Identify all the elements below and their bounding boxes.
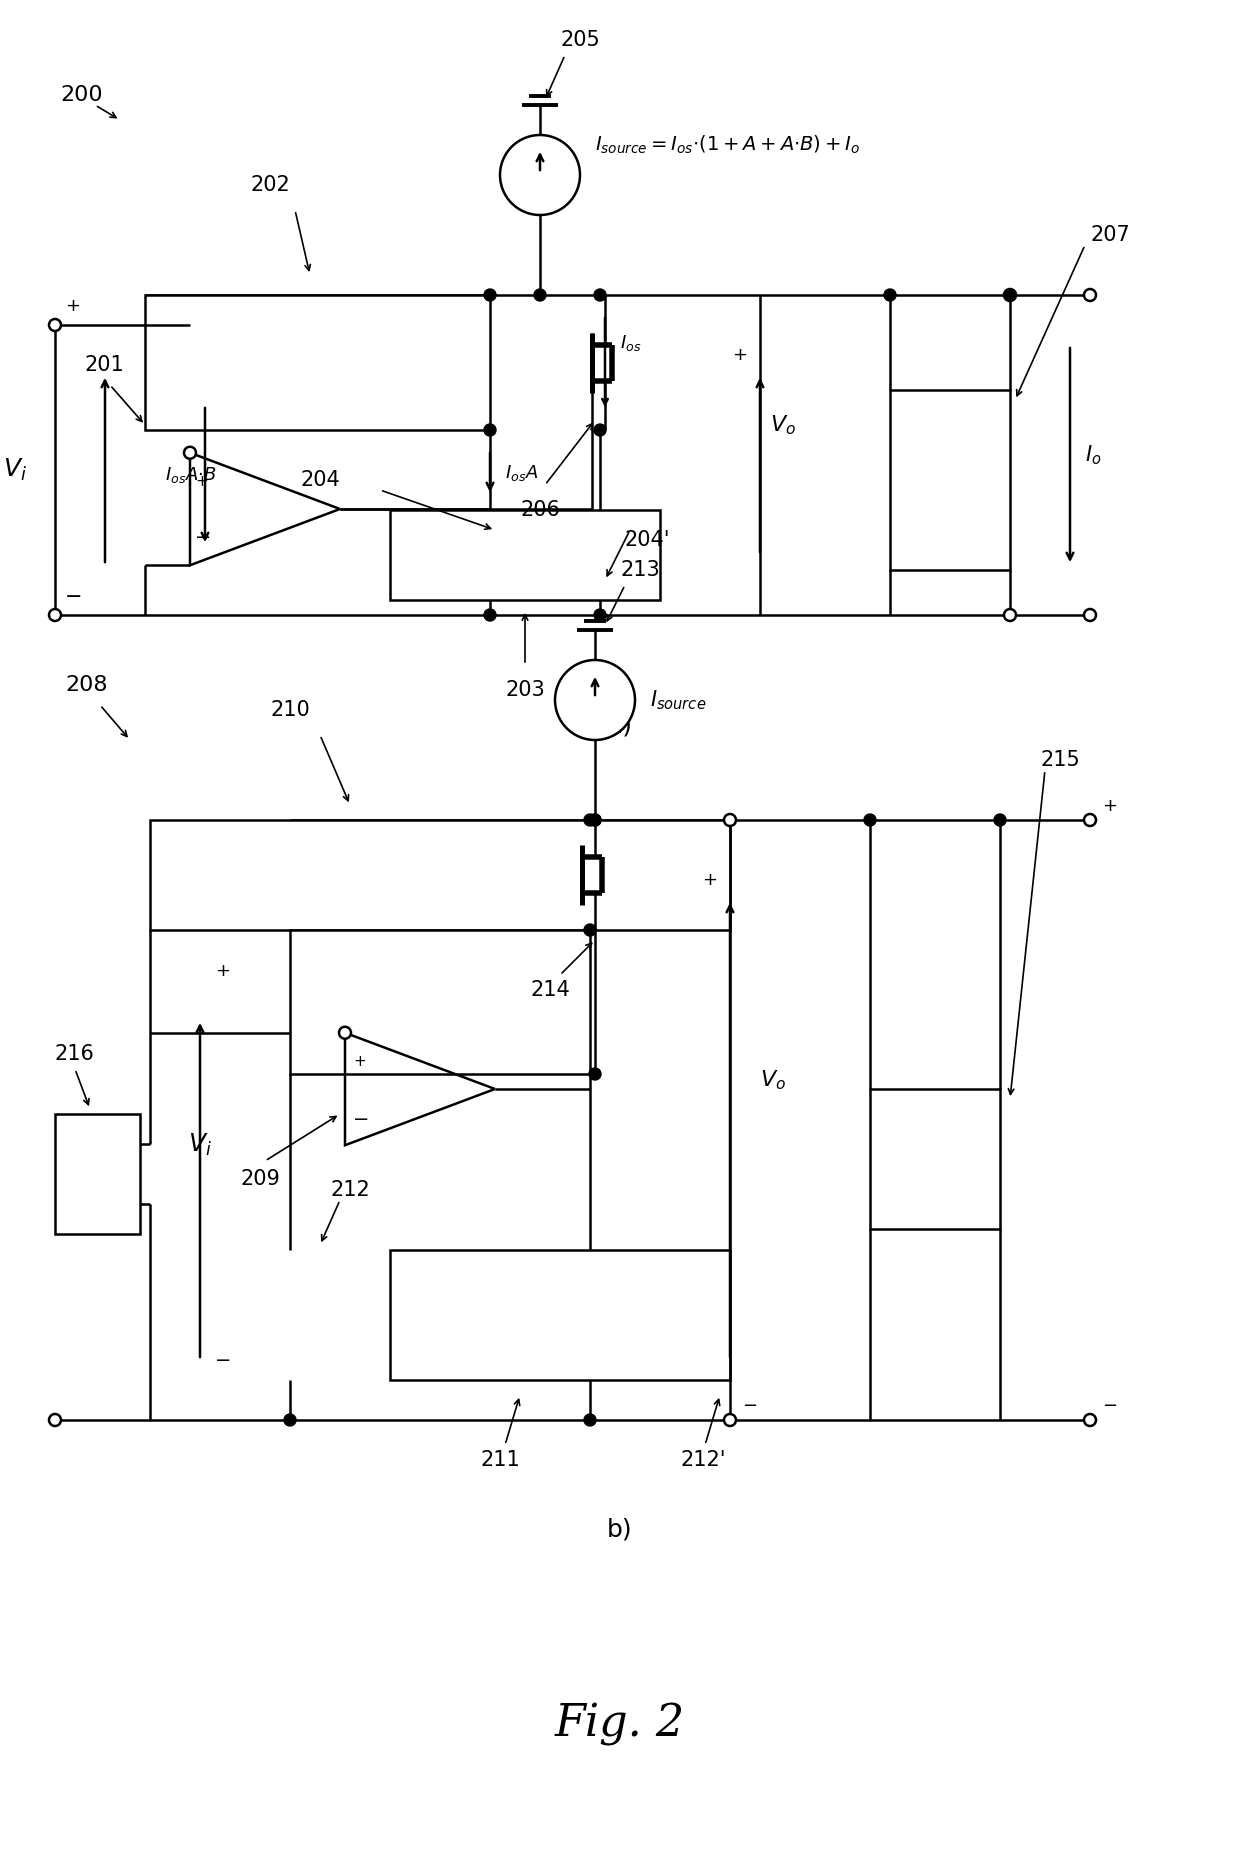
Bar [290, 930, 590, 1074]
Text: $V_o$: $V_o$ [770, 414, 796, 436]
Text: −: − [64, 587, 83, 608]
Circle shape [1084, 1415, 1096, 1426]
Text: 209: 209 [241, 1169, 280, 1189]
Circle shape [589, 815, 601, 826]
Circle shape [594, 610, 606, 621]
Circle shape [1084, 610, 1096, 621]
Text: $I_{os}$: $I_{os}$ [620, 334, 641, 352]
Circle shape [884, 289, 897, 300]
Text: 214: 214 [529, 980, 569, 999]
Text: $I_{source}$: $I_{source}$ [650, 688, 707, 712]
Text: 212: 212 [330, 1180, 370, 1200]
Text: $I_{os}A{\cdot}B$: $I_{os}A{\cdot}B$ [165, 464, 216, 485]
Circle shape [484, 610, 496, 621]
Circle shape [184, 447, 196, 459]
Bar [145, 295, 490, 431]
Text: +: + [64, 296, 81, 315]
Text: $I_o$: $I_o$ [1085, 444, 1101, 466]
Text: 211: 211 [480, 1450, 520, 1471]
Text: −: − [195, 528, 211, 546]
Circle shape [534, 289, 546, 300]
Circle shape [1084, 815, 1096, 826]
Circle shape [1004, 289, 1016, 300]
Text: 213: 213 [620, 559, 660, 580]
Text: 212': 212' [680, 1450, 725, 1471]
Bar [391, 1251, 730, 1379]
Circle shape [284, 1415, 296, 1426]
Text: −: − [215, 1351, 232, 1370]
Text: +: + [1102, 798, 1117, 815]
Bar [870, 1089, 999, 1228]
Circle shape [594, 423, 606, 436]
Circle shape [1004, 610, 1016, 621]
Text: −: − [742, 1396, 758, 1415]
Circle shape [484, 423, 496, 436]
Bar [150, 820, 730, 930]
Text: +: + [733, 347, 748, 363]
Bar [55, 1115, 140, 1234]
Text: 204': 204' [625, 529, 671, 550]
Text: Fig. 2: Fig. 2 [554, 1702, 686, 1745]
Circle shape [500, 134, 580, 214]
Text: 206: 206 [520, 500, 560, 520]
Text: b): b) [608, 1517, 632, 1542]
Circle shape [594, 289, 606, 300]
Circle shape [994, 815, 1006, 826]
Text: 207: 207 [1090, 226, 1130, 244]
Circle shape [50, 1415, 61, 1426]
Circle shape [1084, 289, 1096, 300]
Circle shape [584, 1415, 596, 1426]
Text: 200: 200 [60, 86, 103, 104]
Circle shape [724, 1415, 737, 1426]
Circle shape [50, 610, 61, 621]
Text: 202: 202 [250, 175, 290, 196]
Text: 208: 208 [64, 675, 108, 695]
Text: 203: 203 [505, 680, 544, 701]
Circle shape [556, 660, 635, 740]
Text: −: − [1102, 1396, 1117, 1415]
Text: $V_o$: $V_o$ [760, 1068, 786, 1092]
Circle shape [589, 815, 601, 826]
Circle shape [50, 319, 61, 332]
Text: 216: 216 [55, 1044, 95, 1064]
Text: $I_{source}= I_{os}{\cdot}(1+A+A{\cdot}B) + I_o$: $I_{source}= I_{os}{\cdot}(1+A+A{\cdot}B… [595, 134, 861, 157]
Text: 210: 210 [270, 701, 310, 720]
Text: $I_{os}A$: $I_{os}A$ [505, 462, 538, 483]
Text: 205: 205 [560, 30, 600, 50]
Text: a): a) [608, 714, 632, 736]
Text: +: + [195, 473, 208, 488]
Circle shape [584, 815, 596, 826]
Circle shape [864, 815, 875, 826]
Circle shape [589, 1068, 601, 1079]
Text: +: + [703, 870, 718, 889]
Circle shape [484, 289, 496, 300]
Text: $V_i$: $V_i$ [188, 1131, 212, 1158]
Circle shape [339, 1027, 351, 1038]
Text: 201: 201 [86, 354, 125, 375]
Text: +: + [215, 962, 229, 980]
Text: $V_i$: $V_i$ [2, 457, 27, 483]
Bar [391, 511, 660, 600]
Text: 204: 204 [300, 470, 340, 490]
Text: +: + [353, 1053, 366, 1068]
Circle shape [724, 815, 737, 826]
Bar [890, 390, 1011, 570]
Text: 215: 215 [1040, 749, 1080, 770]
Text: −: − [353, 1109, 370, 1128]
Circle shape [584, 925, 596, 936]
Circle shape [1004, 289, 1016, 300]
